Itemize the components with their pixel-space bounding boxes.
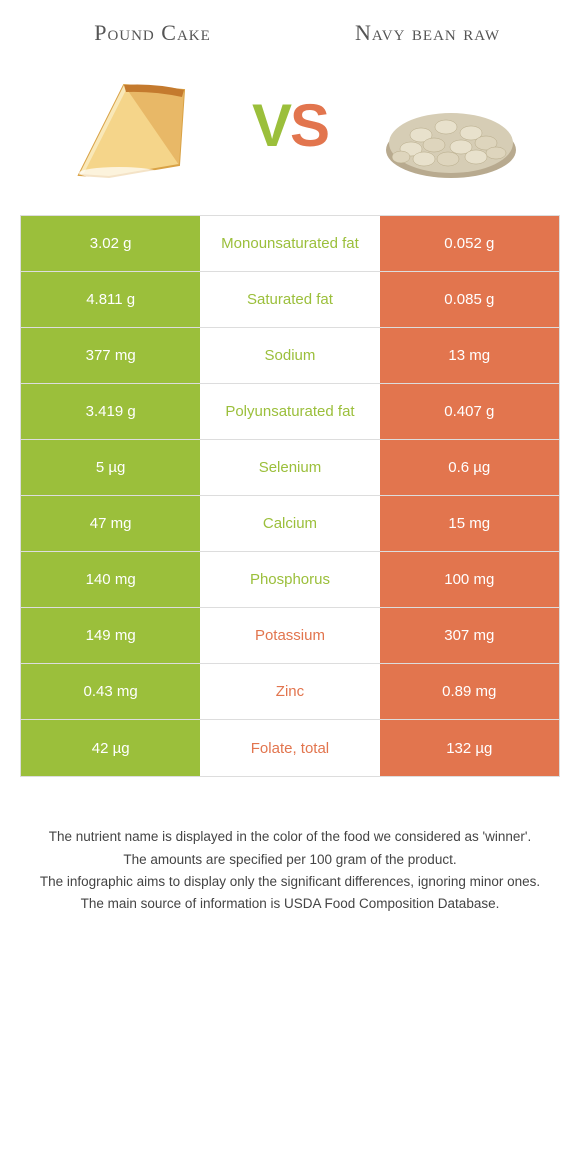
nutrient-label-cell: Monounsaturated fat (200, 216, 379, 271)
table-row: 5 µgSelenium0.6 µg (21, 440, 559, 496)
right-value-cell: 0.6 µg (380, 440, 559, 495)
vs-label: VS (252, 91, 328, 160)
navy-bean-image (376, 65, 526, 185)
table-row: 140 mgPhosphorus100 mg (21, 552, 559, 608)
footer-line-1: The nutrient name is displayed in the co… (30, 827, 550, 847)
pound-cake-image (54, 65, 204, 185)
table-row: 3.02 gMonounsaturated fat0.052 g (21, 216, 559, 272)
footer-notes: The nutrient name is displayed in the co… (0, 777, 580, 914)
footer-line-2: The amounts are specified per 100 gram o… (30, 850, 550, 870)
left-value-cell: 47 mg (21, 496, 200, 551)
vs-row: VS (0, 55, 580, 215)
right-value-cell: 100 mg (380, 552, 559, 607)
cake-icon (54, 65, 204, 185)
nutrient-label-cell: Potassium (200, 608, 379, 663)
beans-icon (376, 65, 526, 185)
table-row: 3.419 gPolyunsaturated fat0.407 g (21, 384, 559, 440)
table-row: 47 mgCalcium15 mg (21, 496, 559, 552)
header-row: Pound Cake Navy bean raw (0, 0, 580, 55)
right-value-cell: 0.89 mg (380, 664, 559, 719)
footer-line-3: The infographic aims to display only the… (30, 872, 550, 892)
left-food-title: Pound Cake (40, 20, 265, 45)
right-value-cell: 15 mg (380, 496, 559, 551)
nutrient-label-cell: Folate, total (200, 720, 379, 776)
nutrient-label-cell: Calcium (200, 496, 379, 551)
table-row: 0.43 mgZinc0.89 mg (21, 664, 559, 720)
right-food-title: Navy bean raw (315, 20, 540, 45)
left-value-cell: 0.43 mg (21, 664, 200, 719)
nutrient-label-cell: Polyunsaturated fat (200, 384, 379, 439)
nutrient-label-cell: Sodium (200, 328, 379, 383)
left-value-cell: 377 mg (21, 328, 200, 383)
nutrient-label-cell: Saturated fat (200, 272, 379, 327)
left-value-cell: 140 mg (21, 552, 200, 607)
table-row: 4.811 gSaturated fat0.085 g (21, 272, 559, 328)
nutrient-label-cell: Selenium (200, 440, 379, 495)
footer-line-4: The main source of information is USDA F… (30, 894, 550, 914)
nutrient-label-cell: Zinc (200, 664, 379, 719)
left-value-cell: 149 mg (21, 608, 200, 663)
nutrient-table: 3.02 gMonounsaturated fat0.052 g4.811 gS… (20, 215, 560, 777)
right-value-cell: 13 mg (380, 328, 559, 383)
right-value-cell: 307 mg (380, 608, 559, 663)
left-value-cell: 3.419 g (21, 384, 200, 439)
right-value-cell: 132 µg (380, 720, 559, 776)
left-value-cell: 5 µg (21, 440, 200, 495)
left-value-cell: 42 µg (21, 720, 200, 776)
vs-s-letter: S (290, 92, 328, 159)
table-row: 149 mgPotassium307 mg (21, 608, 559, 664)
table-row: 377 mgSodium13 mg (21, 328, 559, 384)
vs-v-letter: V (252, 92, 290, 159)
left-value-cell: 3.02 g (21, 216, 200, 271)
table-row: 42 µgFolate, total132 µg (21, 720, 559, 776)
left-value-cell: 4.811 g (21, 272, 200, 327)
right-value-cell: 0.085 g (380, 272, 559, 327)
nutrient-label-cell: Phosphorus (200, 552, 379, 607)
right-value-cell: 0.052 g (380, 216, 559, 271)
right-value-cell: 0.407 g (380, 384, 559, 439)
